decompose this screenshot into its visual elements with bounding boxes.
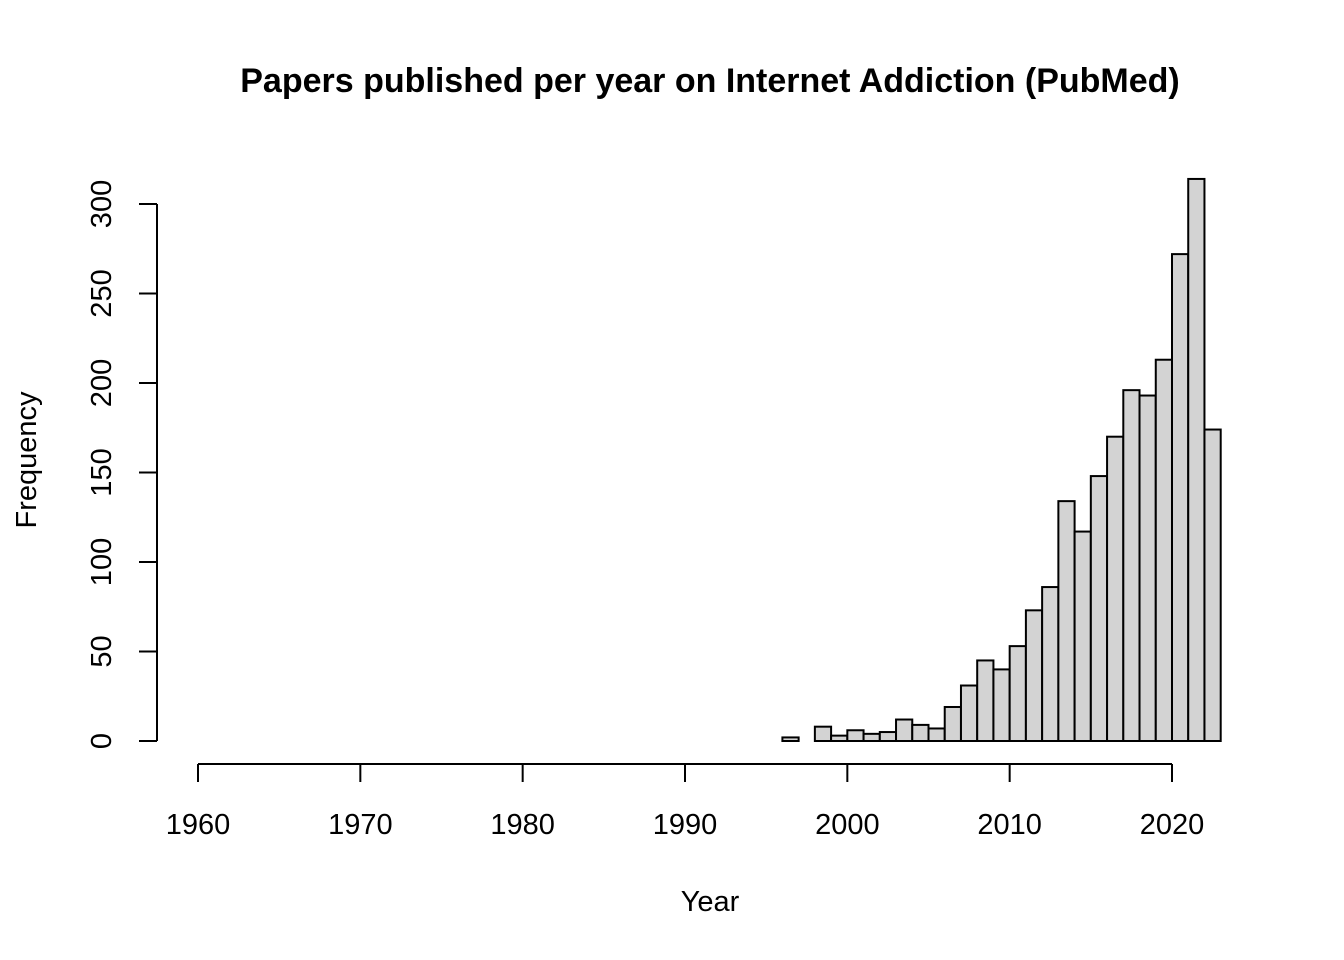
histogram-bar-2003 (895, 718, 914, 743)
histogram-bar-2013 (1057, 500, 1076, 743)
histogram-bar-2006 (943, 705, 962, 742)
bars-group (781, 177, 1222, 743)
y-tick-label-250: 250 (86, 269, 118, 317)
x-tick-label-2000: 2000 (815, 809, 880, 841)
y-axis: 0 50 100 150 200 250 300 (86, 180, 158, 749)
histogram-bar-2019 (1154, 358, 1174, 742)
histogram-bar-2020 (1171, 253, 1190, 742)
x-tick-label-1990: 1990 (653, 809, 718, 841)
x-axis-label: Year (681, 886, 740, 918)
histogram-bar-2017 (1122, 389, 1141, 742)
histogram-bar-2011 (1024, 609, 1044, 743)
y-tick-label-150: 150 (86, 448, 118, 496)
histogram-bar-2014 (1073, 530, 1092, 742)
y-tick-label-100: 100 (86, 538, 118, 586)
histogram-bar-1998 (813, 725, 833, 742)
y-tick-label-50: 50 (86, 635, 118, 667)
histogram-bar-2015 (1089, 475, 1109, 742)
histogram-bar-2012 (1041, 586, 1060, 742)
histogram-bar-2021 (1187, 177, 1206, 742)
histogram-bar-2008 (976, 659, 995, 743)
histogram-bar-2001 (862, 732, 881, 743)
histogram-bar-2004 (911, 723, 930, 743)
x-tick-label-1980: 1980 (490, 809, 555, 841)
chart-title: Papers published per year on Internet Ad… (240, 62, 1180, 100)
histogram-bar-2000 (846, 729, 865, 743)
x-axis: 1960 1970 1980 1990 2000 2010 2020 (166, 763, 1205, 841)
histogram-bar-2016 (1106, 435, 1125, 742)
y-tick-label-200: 200 (86, 359, 118, 407)
histogram-bar-2005 (927, 727, 946, 742)
histogram-bar-2002 (878, 731, 898, 742)
x-tick-label-2010: 2010 (977, 809, 1042, 841)
y-axis-label: Frequency (11, 391, 43, 529)
histogram-bar-2010 (1008, 645, 1027, 743)
histogram-bar-1996 (781, 736, 800, 742)
histogram-bar-2022 (1203, 428, 1222, 742)
x-tick-label-1970: 1970 (328, 809, 393, 841)
histogram-bar-2009 (992, 668, 1011, 743)
y-tick-label-300: 300 (86, 180, 118, 228)
y-tick-label-0: 0 (86, 733, 118, 749)
histogram-bar-1999 (830, 734, 849, 743)
x-tick-label-1960: 1960 (166, 809, 231, 841)
histogram-bar-2018 (1138, 394, 1157, 742)
histogram-bar-2007 (959, 684, 979, 743)
x-tick-label-2020: 2020 (1140, 809, 1205, 841)
